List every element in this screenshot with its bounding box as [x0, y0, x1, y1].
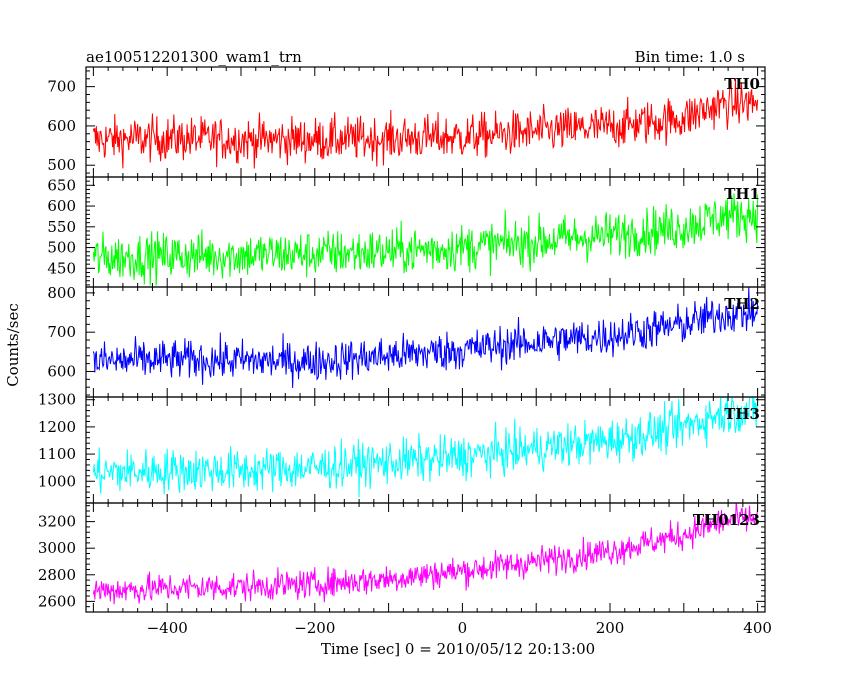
y-tick-label: 2600 [38, 592, 76, 610]
panel-th1: 450 500 550 600 650 TH1 [47, 176, 766, 288]
panel-th0123: 2600 2800 3000 3200 TH0123 [38, 502, 766, 613]
x-tick-label: 400 [743, 619, 772, 637]
series-label-th3: TH3 [724, 405, 760, 423]
series-line-th2 [92, 287, 759, 389]
series-label-th0123: TH0123 [693, 511, 760, 529]
y-tick-label: 700 [47, 323, 76, 341]
y-tick-label: 500 [47, 239, 76, 257]
series-label-th2: TH2 [724, 295, 760, 313]
panel-th3: 1000 1100 1200 1300 TH3 [38, 391, 766, 504]
y-axis-label: Counts/sec [4, 303, 22, 387]
y-tick-label: 3000 [38, 539, 76, 557]
x-tick-label: 0 [458, 619, 468, 637]
y-tick-label: 700 [47, 78, 76, 96]
series-line-th0 [92, 78, 759, 169]
series-label-th0: TH0 [724, 75, 760, 93]
y-tick-label: 800 [47, 284, 76, 302]
panels: 500 600 700 TH0 450 500 550 600 650 TH1 600 700 800 T… [38, 66, 772, 637]
series-label-th1: TH1 [724, 185, 760, 203]
y-tick-label: 600 [47, 362, 76, 380]
y-tick-label: 1200 [38, 418, 76, 436]
x-axis-label: Time [sec] 0 = 2010/05/12 20:13:00 [321, 640, 595, 658]
y-tick-label: 1000 [38, 472, 76, 490]
y-tick-label: 600 [47, 117, 76, 135]
figure-title: ae100512201300_wam1_trn [86, 48, 302, 66]
series-line-th0123 [92, 503, 759, 605]
x-tick-label: −400 [147, 619, 188, 637]
x-tick-label: 200 [596, 619, 625, 637]
panel-frame [85, 286, 766, 398]
series-line-th3 [92, 397, 759, 498]
y-tick-label: 600 [47, 197, 76, 215]
panel-frame [85, 396, 766, 504]
y-tick-label: 500 [47, 156, 76, 174]
y-tick-label: 550 [47, 218, 76, 236]
x-tick-label: −200 [294, 619, 335, 637]
y-tick-label: 1100 [38, 445, 76, 463]
y-tick-label: 1300 [38, 391, 76, 409]
bin-time-label: Bin time: 1.0 s [635, 48, 745, 66]
panel-frame [85, 502, 766, 613]
y-tick-label: 2800 [38, 566, 76, 584]
y-tick-label: 650 [47, 176, 76, 194]
panel-th0: 500 600 700 TH0 [47, 66, 766, 178]
y-tick-label: 3200 [38, 513, 76, 531]
y-tick-label: 450 [47, 259, 76, 277]
panel-th2: 600 700 800 TH2 [47, 284, 766, 398]
series-line-th1 [92, 193, 759, 286]
